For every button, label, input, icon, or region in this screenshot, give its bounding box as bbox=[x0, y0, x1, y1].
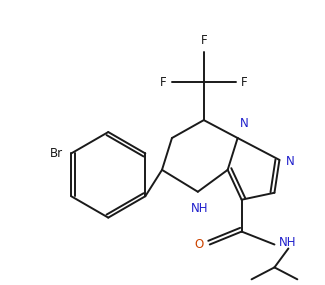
Text: NH: NH bbox=[279, 236, 296, 249]
Text: Br: Br bbox=[50, 147, 63, 160]
Text: N: N bbox=[285, 155, 294, 168]
Text: O: O bbox=[195, 238, 204, 251]
Text: F: F bbox=[240, 76, 247, 89]
Text: F: F bbox=[160, 76, 167, 89]
Text: NH: NH bbox=[191, 202, 209, 215]
Text: N: N bbox=[240, 117, 248, 130]
Text: F: F bbox=[201, 34, 207, 48]
